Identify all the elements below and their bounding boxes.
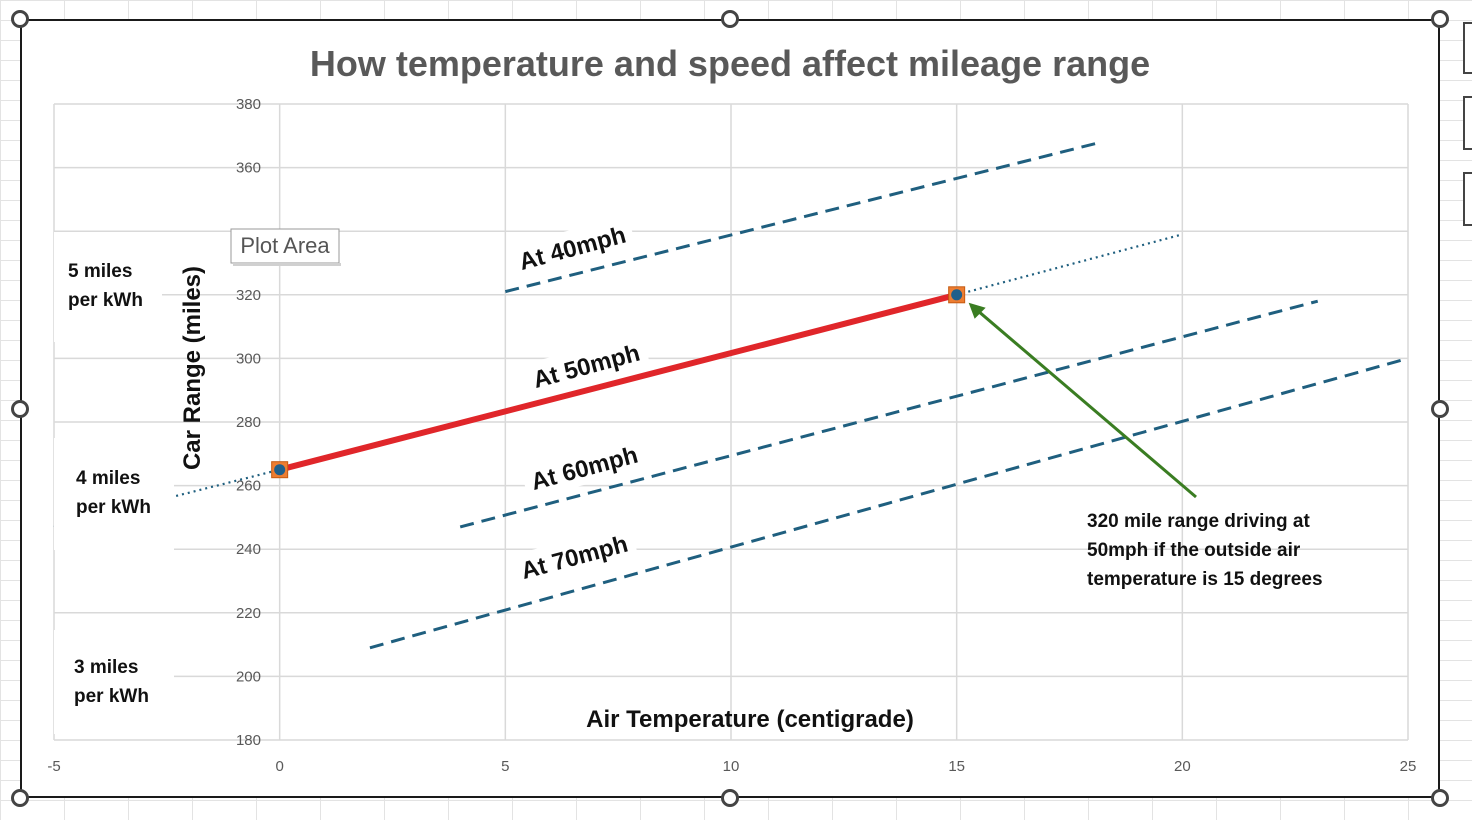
plot-area-tooltip: Plot Area bbox=[230, 228, 341, 266]
chart-title: How temperature and speed affect mileage… bbox=[310, 43, 1150, 84]
series-label-bg bbox=[509, 523, 639, 589]
band-label-box bbox=[54, 438, 174, 550]
band-label-line: per kWh bbox=[74, 686, 149, 707]
band-label-line: per kWh bbox=[76, 497, 151, 518]
y-tick-label: 360 bbox=[236, 160, 261, 177]
annotation-arrow-line bbox=[975, 308, 1197, 499]
x-tick-label: 20 bbox=[1174, 758, 1191, 775]
x-tick-label: 15 bbox=[948, 758, 965, 775]
resize-handle[interactable] bbox=[1431, 400, 1449, 418]
plot-area-tooltip-text: Plot Area bbox=[240, 233, 330, 258]
x-tick-label: -5 bbox=[47, 758, 60, 775]
band-label-box bbox=[54, 630, 174, 734]
annotation-arrowhead bbox=[968, 302, 986, 319]
y-tick-label: 320 bbox=[236, 287, 261, 304]
x-axis-title: Air Temperature (centigrade) bbox=[586, 706, 914, 733]
series-line bbox=[278, 291, 958, 473]
y-tick-label: 280 bbox=[236, 414, 261, 431]
data-point[interactable] bbox=[274, 464, 286, 476]
resize-handle[interactable] bbox=[1431, 789, 1449, 807]
series-label-group: At 60mph bbox=[519, 434, 649, 500]
x-tick-label: 5 bbox=[501, 758, 509, 775]
chart-elements-button[interactable] bbox=[1463, 22, 1472, 74]
band-label-line: 3 miles bbox=[74, 657, 138, 678]
series-line bbox=[369, 356, 1409, 650]
y-tick-label: 220 bbox=[236, 605, 261, 622]
y-axis-title: Car Range (miles) bbox=[179, 266, 206, 470]
gridlines bbox=[53, 103, 1409, 741]
series-line bbox=[956, 233, 1183, 296]
series-lines bbox=[53, 140, 1409, 650]
y-tick-label: 240 bbox=[236, 541, 261, 558]
resize-handle[interactable] bbox=[721, 10, 739, 28]
series-line bbox=[504, 140, 1102, 294]
resize-handle[interactable] bbox=[11, 789, 29, 807]
annotation-text-line: temperature is 15 degrees bbox=[1087, 569, 1323, 590]
annotation-text-line: 320 mile range driving at bbox=[1087, 511, 1310, 532]
resize-handle[interactable] bbox=[11, 10, 29, 28]
resize-handle[interactable] bbox=[1431, 10, 1449, 28]
band-label-line: per kWh bbox=[68, 290, 143, 311]
x-tick-label: 10 bbox=[723, 758, 740, 775]
y-tick-label: 180 bbox=[236, 732, 261, 749]
y-tick-label: 380 bbox=[236, 96, 261, 113]
series-label-group: At 70mph bbox=[509, 523, 639, 589]
band-label-line: 4 miles bbox=[76, 468, 140, 489]
x-axis-tick-labels: -5 0 5 10 15 20 25 bbox=[47, 758, 1416, 775]
y-axis-tick-labels: 180 200 220 240 260 280 300 320 360 380 bbox=[236, 96, 261, 749]
band-label-box bbox=[54, 232, 162, 342]
chart-frame[interactable] bbox=[20, 19, 1440, 798]
annotation-text-line: 50mph if the outside air bbox=[1087, 540, 1301, 561]
y-tick-label: 200 bbox=[236, 668, 261, 685]
y-tick-label: 260 bbox=[236, 478, 261, 495]
series-line bbox=[459, 299, 1319, 529]
chart-styles-button[interactable] bbox=[1463, 96, 1472, 150]
band-labels: 5 miles per kWh 4 miles per kWh 3 miles per k… bbox=[54, 232, 174, 734]
x-tick-label: 0 bbox=[275, 758, 283, 775]
data-points bbox=[271, 286, 966, 479]
data-point[interactable] bbox=[951, 289, 963, 301]
resize-handle[interactable] bbox=[11, 400, 29, 418]
series-label-bg bbox=[507, 214, 637, 280]
y-tick-label: 300 bbox=[236, 350, 261, 367]
resize-handle[interactable] bbox=[721, 789, 739, 807]
x-tick-label: 25 bbox=[1400, 758, 1417, 775]
chart-filters-button[interactable] bbox=[1463, 172, 1472, 226]
annotation-group: 320 mile range driving at 50mph if the ou… bbox=[968, 302, 1323, 590]
series-label-group: At 40mph bbox=[507, 214, 637, 280]
series-label-bg bbox=[521, 332, 651, 398]
series-label-bg bbox=[519, 434, 649, 500]
band-label-line: 5 miles bbox=[68, 261, 132, 282]
